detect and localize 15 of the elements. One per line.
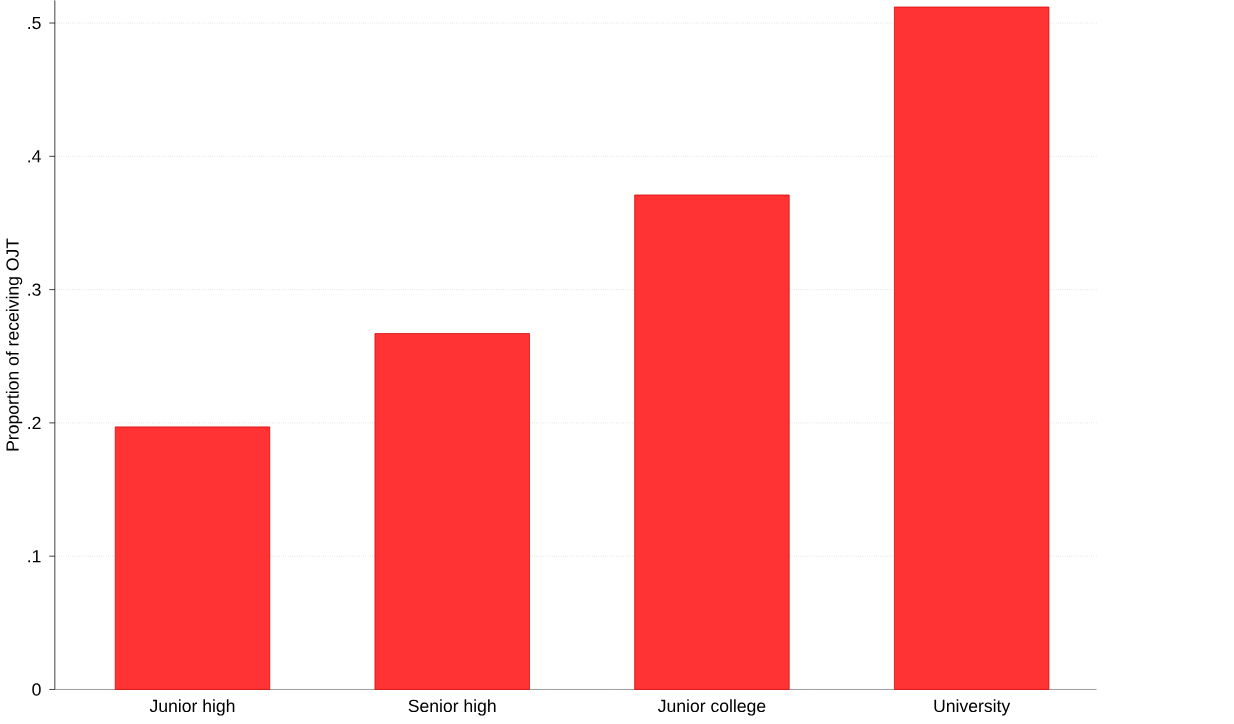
- bar: [374, 333, 530, 690]
- y-tick-label: .3: [28, 283, 41, 296]
- y-tick-label: 0: [32, 683, 41, 696]
- bar: [894, 6, 1050, 690]
- y-axis-title: Proportion of receiving OJT: [5, 238, 23, 451]
- bar: [114, 426, 271, 690]
- y-tick-label: .1: [28, 550, 41, 563]
- y-tick-label: .2: [28, 416, 41, 430]
- x-tick-label: University: [934, 699, 1011, 716]
- y-tick-label: .5: [28, 17, 41, 30]
- y-tick-label: .4: [28, 150, 41, 163]
- x-tick-label: Senior high: [408, 699, 496, 716]
- x-tick-label: Junior high: [149, 699, 235, 716]
- x-tick-label: Junior college: [658, 699, 766, 716]
- bar: [634, 194, 790, 690]
